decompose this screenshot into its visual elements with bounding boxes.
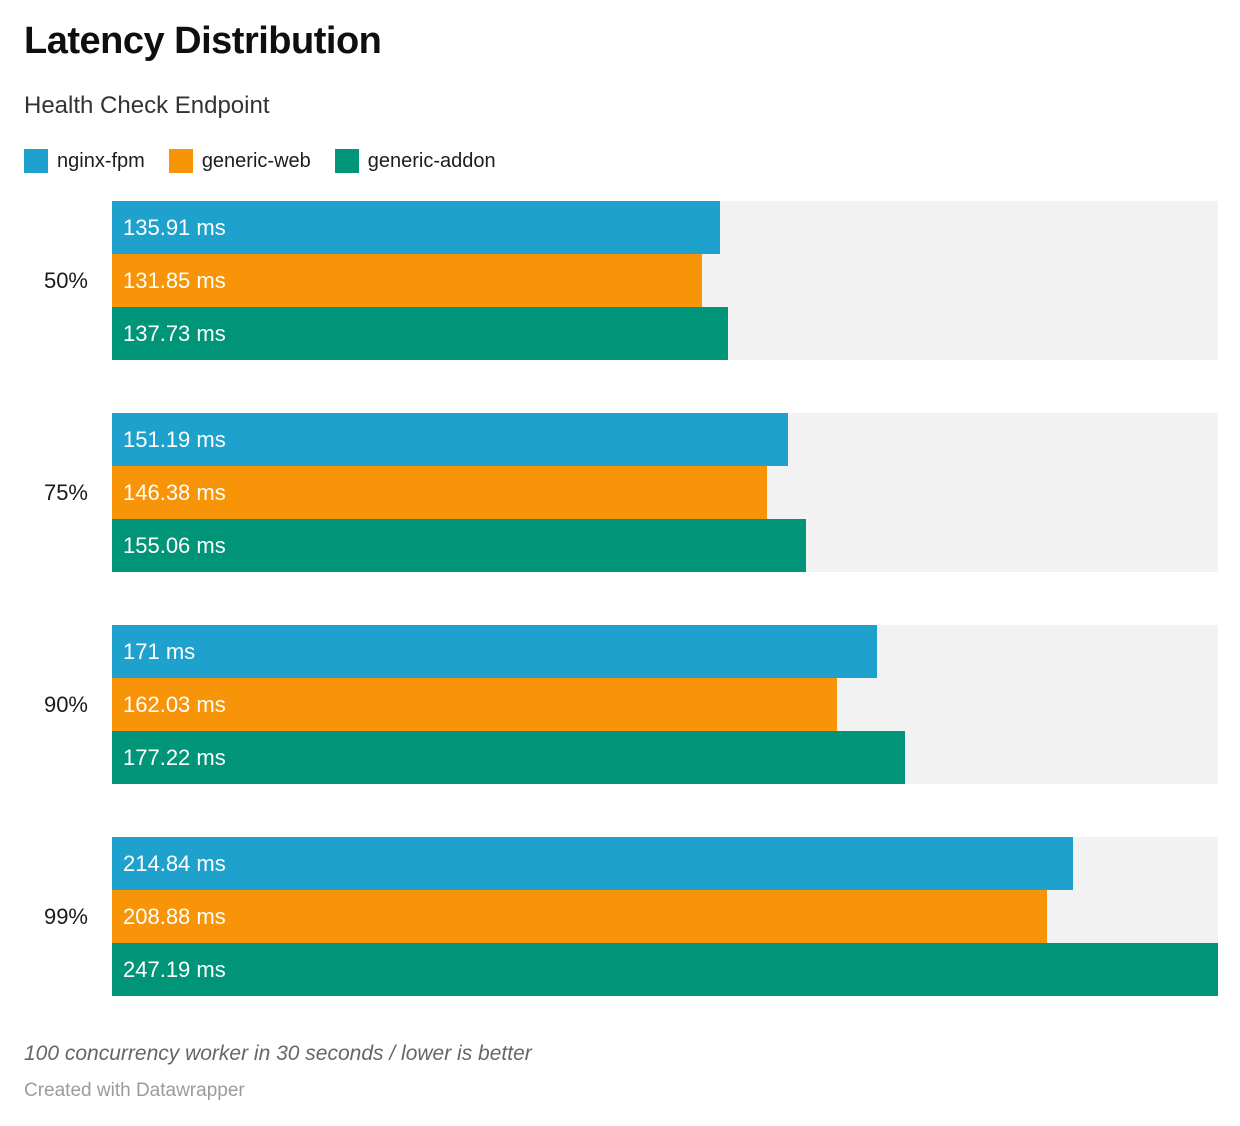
legend-label: generic-addon xyxy=(367,149,496,172)
bar-value-label: 171 ms xyxy=(123,638,196,664)
category-label: 90% xyxy=(43,691,88,717)
category-label: 75% xyxy=(43,479,88,505)
bar-group: 151.19 ms 146.38 ms 155.06 ms xyxy=(112,413,1218,572)
bar-generic-addon: 247.19 ms xyxy=(112,943,1218,996)
bar-group: 171 ms 162.03 ms 177.22 ms xyxy=(112,625,1218,784)
legend-item-nginx-fpm: nginx-fpm xyxy=(24,149,145,173)
bar-generic-addon: 155.06 ms xyxy=(112,519,806,572)
legend-item-generic-web: generic-web xyxy=(168,149,311,173)
legend-swatch-icon xyxy=(168,149,193,173)
bar-group: 135.91 ms 131.85 ms 137.73 ms xyxy=(112,201,1218,360)
bar-value-label: 135.91 ms xyxy=(123,214,226,240)
bar-value-label: 146.38 ms xyxy=(123,479,226,505)
chart-subtitle: Health Check Endpoint xyxy=(24,92,270,119)
chart-row: 99% 214.84 ms 208.88 ms 247.19 ms xyxy=(24,837,1218,996)
bar-generic-web: 131.85 ms xyxy=(112,254,702,307)
legend-label: nginx-fpm xyxy=(57,149,145,172)
chart-row: 90% 171 ms 162.03 ms 177.22 ms xyxy=(24,625,1218,784)
plot: 50% 135.91 ms 131.85 ms 137.73 ms 75% 151.19 … xyxy=(24,201,1218,996)
bar-value-label: 247.19 ms xyxy=(123,956,226,982)
chart-row: 50% 135.91 ms 131.85 ms 137.73 ms xyxy=(24,201,1218,360)
chart-row: 75% 151.19 ms 146.38 ms 155.06 ms xyxy=(24,413,1218,572)
legend-label: generic-web xyxy=(201,149,311,172)
bar-generic-web: 162.03 ms xyxy=(112,678,837,731)
legend-item-generic-addon: generic-addon xyxy=(334,149,496,173)
bar-value-label: 214.84 ms xyxy=(123,850,226,876)
bar-value-label: 162.03 ms xyxy=(123,691,226,717)
chart-footnote: 100 concurrency worker in 30 seconds / l… xyxy=(24,1042,532,1065)
bar-value-label: 177.22 ms xyxy=(123,744,226,770)
bar-value-label: 137.73 ms xyxy=(123,320,226,346)
bar-group: 214.84 ms 208.88 ms 247.19 ms xyxy=(112,837,1218,996)
bar-value-label: 155.06 ms xyxy=(123,532,226,558)
legend: nginx-fpm generic-web generic-addon xyxy=(24,149,1218,173)
bar-nginx-fpm: 151.19 ms xyxy=(112,413,789,466)
bar-nginx-fpm: 135.91 ms xyxy=(112,201,721,254)
bar-generic-addon: 137.73 ms xyxy=(112,307,729,360)
page-title: Latency Distribution xyxy=(24,20,382,62)
datawrapper-attribution-link[interactable]: Created with Datawrapper xyxy=(24,1080,245,1101)
bar-nginx-fpm: 171 ms xyxy=(112,625,878,678)
category-label: 99% xyxy=(43,903,88,929)
legend-swatch-icon xyxy=(334,149,359,173)
bar-nginx-fpm: 214.84 ms xyxy=(112,837,1074,890)
bar-generic-web: 208.88 ms xyxy=(112,890,1047,943)
bar-generic-addon: 177.22 ms xyxy=(112,731,905,784)
bar-value-label: 131.85 ms xyxy=(123,267,226,293)
bar-value-label: 208.88 ms xyxy=(123,903,226,929)
bar-generic-web: 146.38 ms xyxy=(112,466,767,519)
bar-value-label: 151.19 ms xyxy=(123,426,226,452)
category-label: 50% xyxy=(43,267,88,293)
legend-swatch-icon xyxy=(24,149,48,173)
